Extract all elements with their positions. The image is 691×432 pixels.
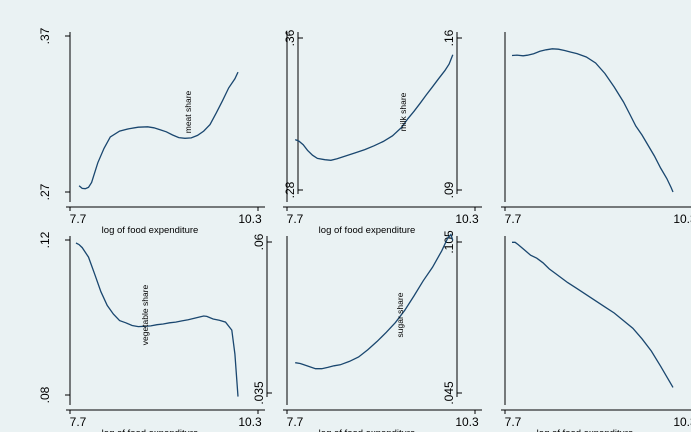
x-tick-label: 10.3 [673,415,691,429]
x-tick-label: 7.7 [505,415,522,429]
y-tick-label: .37 [38,27,52,44]
right-tick-label: .09 [442,181,456,198]
chart-panel: 7.7 10.3 log of food expenditure [501,236,691,432]
x-tick-label: 10.3 [673,212,691,226]
x-tick-label: 10.3 [238,415,262,429]
right-tick-label: .16 [442,29,456,46]
x-axis-title: log of food expenditure [319,225,416,236]
x-axis-title: log of food expenditure [319,428,416,432]
x-tick-label: 7.7 [70,212,87,226]
series-line [295,233,454,370]
chart-panel: .12 .08 .06 .035 7.7 10.3 log of food expendit… [38,231,272,432]
x-axis-title: log of food expenditure [102,225,199,236]
x-axis-title: log of food expenditure [102,428,199,432]
right-tick-label: .36 [283,29,297,46]
series-label: meat share [183,90,193,133]
series-line [294,54,454,161]
x-tick-label: 7.7 [287,212,304,226]
series-line [75,242,239,397]
right-tick-label: .28 [283,181,297,198]
chart-panel: 7.7 10.3 [501,32,691,226]
chart-panel: .16 .09 7.7 10.3 log of food expenditure milk… [283,29,482,236]
x-tick-label: 7.7 [70,415,87,429]
x-axis-title: log of food expenditure [537,428,634,432]
y-tick-label: .12 [38,231,52,248]
right-tick-label: .045 [442,381,456,405]
right-tick-label: .035 [252,381,266,405]
x-tick-label: 10.3 [455,212,479,226]
right-tick-label: .06 [252,233,266,250]
series-label: sugar share [395,292,405,337]
chart-panel: .105 .045 7.7 10.3 log of food expenditure su… [283,230,482,432]
panels: .37 .27 .36 .28 7.7 10.3 log of food expenditu… [38,27,691,432]
x-tick-label: 7.7 [287,415,304,429]
series-label: vegetable share [140,284,150,345]
series-label: milk share [398,92,408,131]
y-tick-label: .27 [38,183,52,200]
x-tick-label: 10.3 [238,212,262,226]
x-tick-label: 10.3 [455,415,479,429]
series-line [511,48,674,193]
right-tick-label: .105 [442,230,456,254]
x-tick-label: 7.7 [505,212,522,226]
series-line [78,71,239,190]
series-line [512,241,674,388]
y-tick-label: .08 [38,386,52,403]
